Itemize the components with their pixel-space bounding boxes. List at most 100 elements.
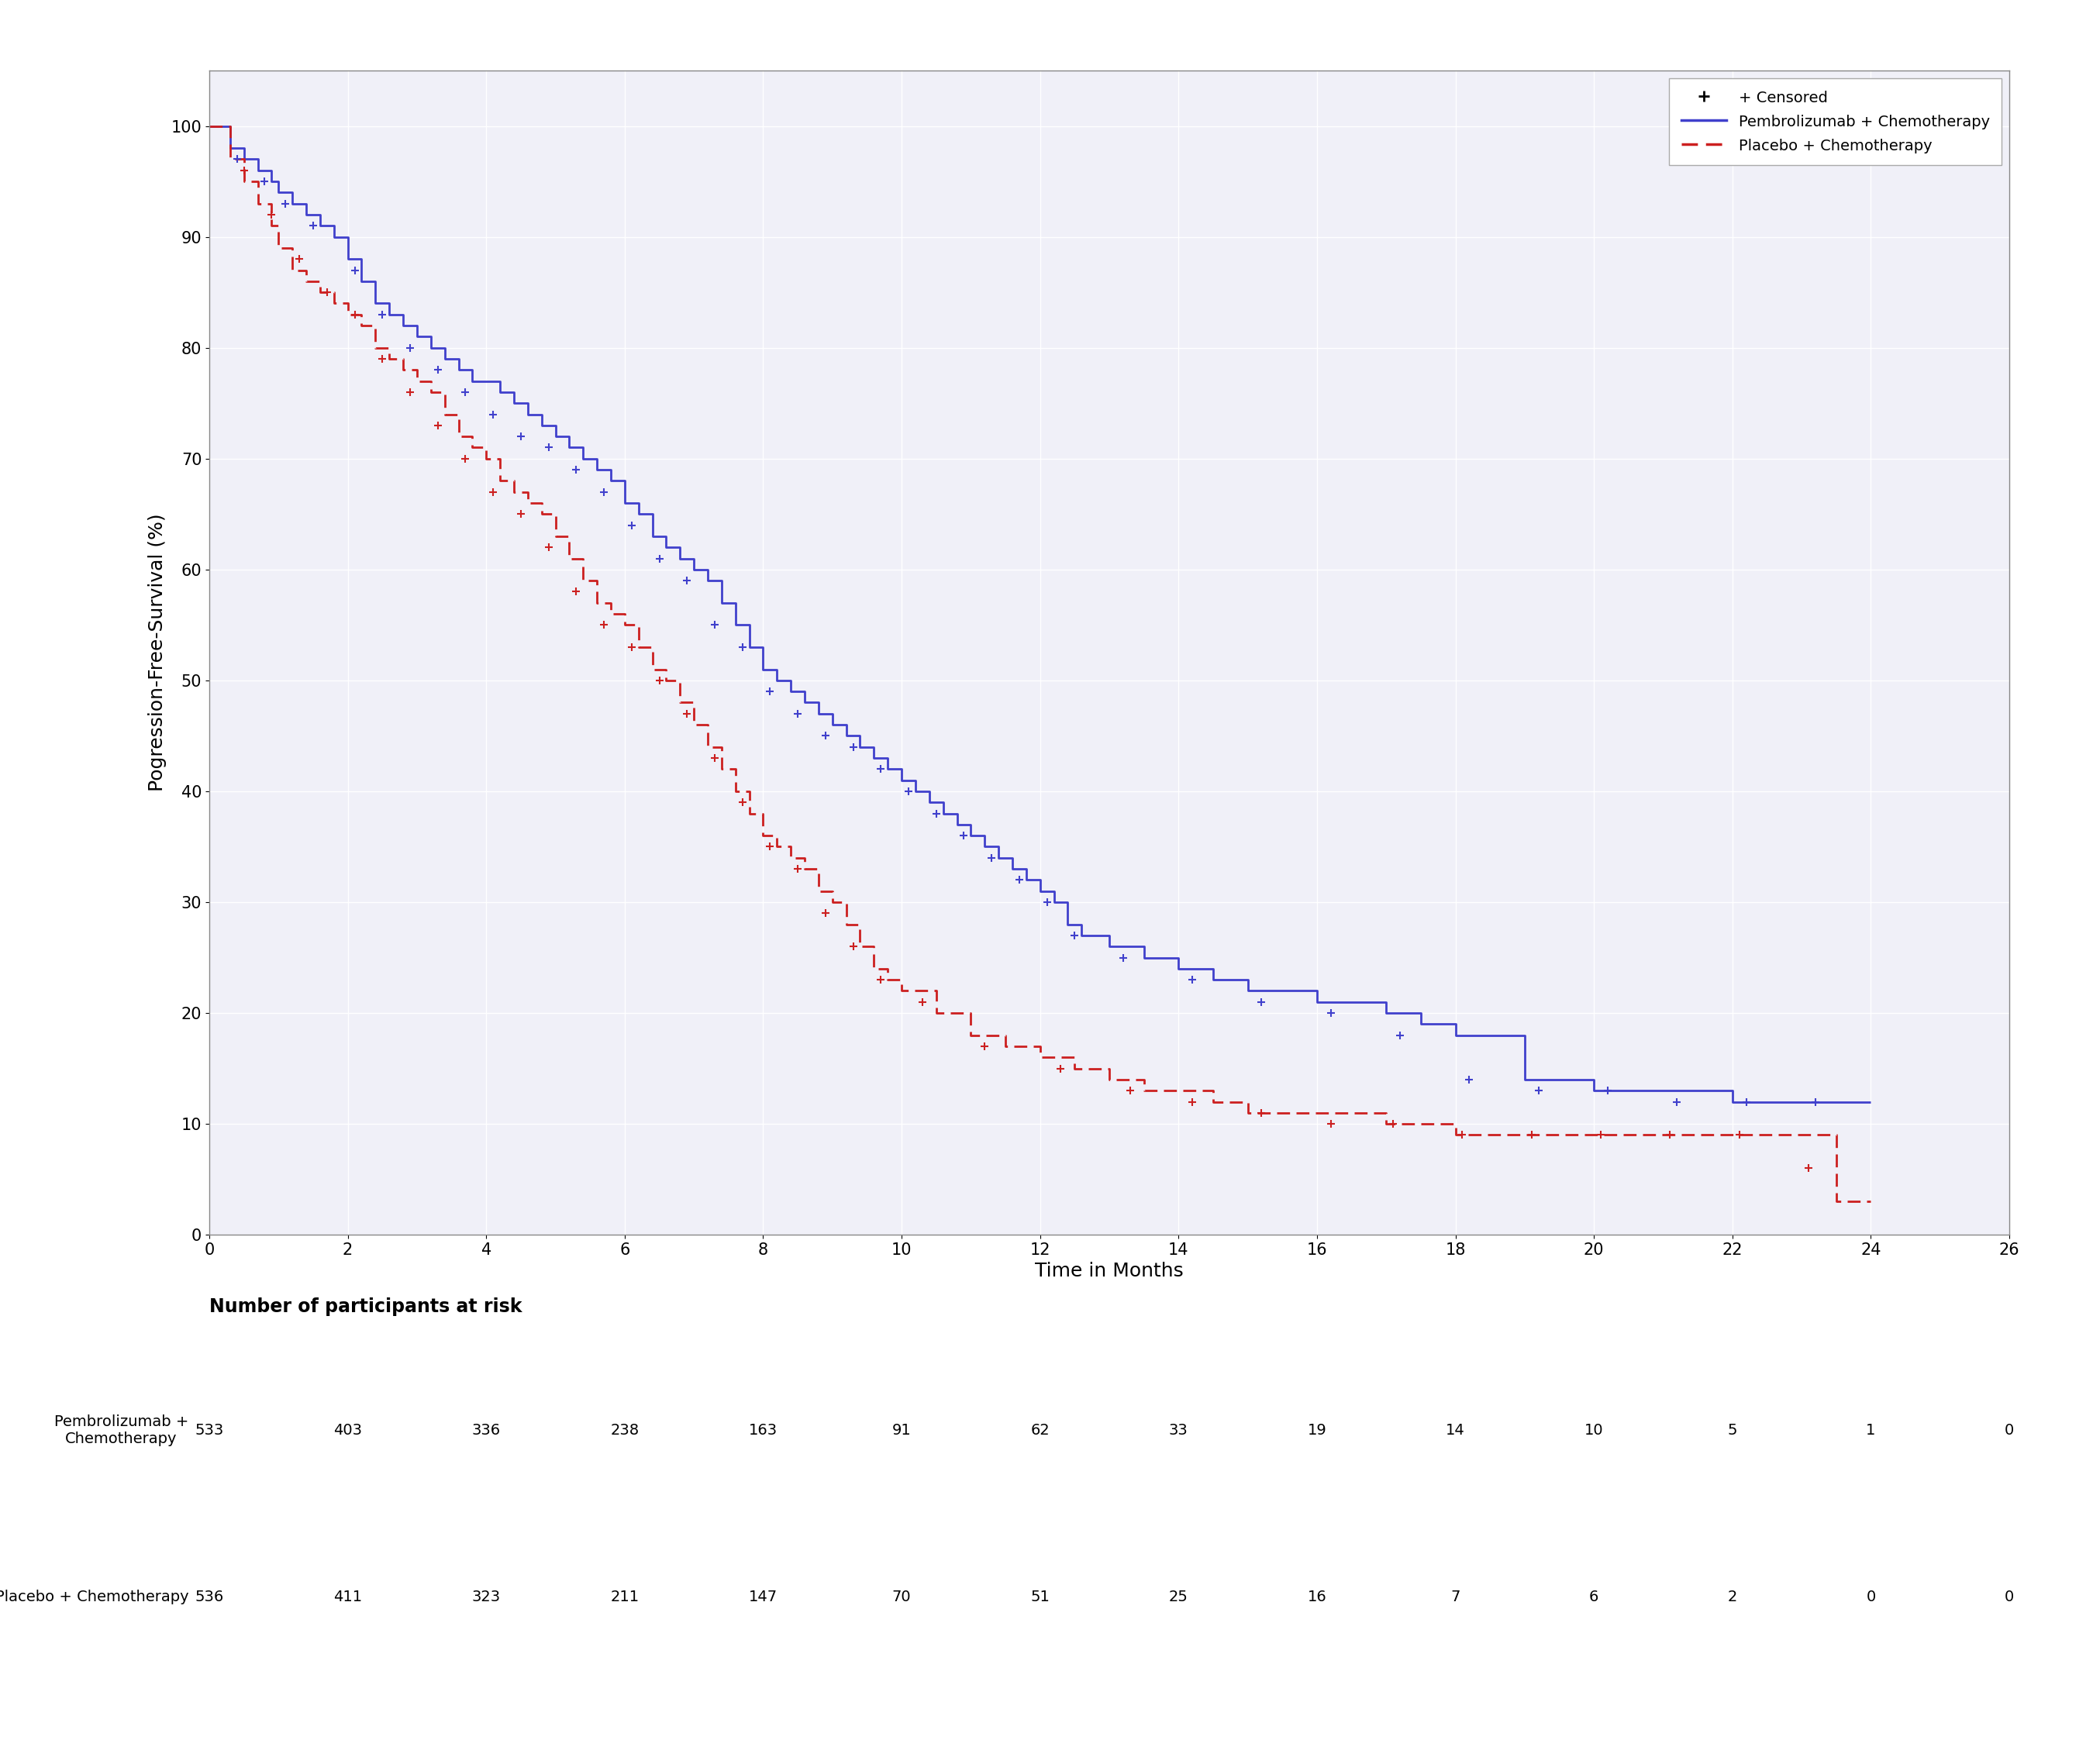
Text: 336: 336 (471, 1424, 500, 1438)
Point (1591, 1076, 1624, 1104)
Text: 403: 403 (333, 1424, 362, 1438)
Pembrolizumab + Chemotherapy (944, 813, 969, 834)
Point (588, 610, 622, 639)
Placebo + Chemotherapy (473, 448, 498, 469)
Point (948, 822, 982, 850)
Point (1653, 1120, 1687, 1148)
Point (337, 256, 370, 284)
Point (975, 843, 1009, 871)
Point (697, 744, 730, 773)
Text: 33: 33 (1168, 1424, 1189, 1438)
Point (1113, 1076, 1147, 1104)
Point (670, 700, 703, 729)
Text: 536: 536 (195, 1589, 224, 1605)
Pembrolizumab + Chemotherapy (1859, 1092, 1884, 1113)
Text: Placebo + Chemotherapy: Placebo + Chemotherapy (0, 1589, 188, 1605)
Text: 6: 6 (1589, 1589, 1599, 1605)
Text: 62: 62 (1030, 1424, 1051, 1438)
Point (1660, 1088, 1693, 1117)
Point (837, 732, 871, 760)
Point (781, 856, 814, 884)
Placebo + Chemotherapy (1823, 1191, 1848, 1212)
Point (588, 478, 622, 506)
Point (393, 377, 427, 406)
Point (864, 965, 898, 993)
Point (1723, 1120, 1756, 1148)
Point (337, 300, 370, 328)
Point (837, 933, 871, 961)
Point (615, 512, 649, 540)
Point (1003, 866, 1036, 894)
Point (697, 610, 730, 639)
Placebo + Chemotherapy (1651, 1124, 1676, 1145)
Point (421, 411, 454, 439)
Text: Number of participants at risk: Number of participants at risk (209, 1297, 521, 1316)
Pembrolizumab + Chemotherapy (1720, 1092, 1746, 1113)
Text: 2: 2 (1727, 1589, 1737, 1605)
Point (906, 988, 940, 1016)
Point (808, 900, 841, 928)
Point (643, 545, 676, 573)
Text: 0: 0 (2005, 1589, 2013, 1605)
Point (228, 157, 262, 185)
Point (366, 344, 400, 372)
Point (1522, 1076, 1555, 1104)
Text: Pembrolizumab +
Chemotherapy: Pembrolizumab + Chemotherapy (54, 1415, 188, 1446)
Text: 147: 147 (749, 1589, 777, 1605)
Placebo + Chemotherapy (779, 847, 804, 868)
Point (1792, 1154, 1825, 1182)
Point (892, 778, 925, 806)
Pembrolizumab + Chemotherapy (682, 559, 707, 580)
Point (1314, 998, 1348, 1027)
Point (393, 333, 427, 362)
Point (1584, 1120, 1618, 1148)
Placebo + Chemotherapy (232, 171, 257, 192)
Point (753, 833, 787, 861)
Pembrolizumab + Chemotherapy (197, 115, 222, 136)
Pembrolizumab + Chemotherapy (862, 748, 887, 769)
Point (477, 400, 511, 429)
Text: 163: 163 (749, 1424, 777, 1438)
Point (532, 533, 565, 561)
Point (255, 201, 289, 229)
Text: 14: 14 (1446, 1424, 1465, 1438)
Point (1446, 1120, 1480, 1148)
Text: 0: 0 (1867, 1589, 1875, 1605)
Text: 5: 5 (1727, 1424, 1737, 1438)
Point (1176, 965, 1210, 993)
Point (1057, 921, 1090, 949)
Text: 0: 0 (2005, 1424, 2013, 1438)
Point (1453, 1065, 1486, 1094)
Text: 7: 7 (1450, 1589, 1461, 1605)
Placebo + Chemotherapy (992, 1035, 1017, 1057)
Line: Pembrolizumab + Chemotherapy: Pembrolizumab + Chemotherapy (209, 125, 1871, 1102)
Text: 1: 1 (1867, 1424, 1875, 1438)
Placebo + Chemotherapy (1859, 1191, 1884, 1212)
Y-axis label: Pogression-Free-Survival (%): Pogression-Free-Survival (%) (149, 513, 167, 792)
Point (1245, 1099, 1279, 1127)
Pembrolizumab + Chemotherapy (1373, 1002, 1398, 1023)
X-axis label: Time in Months: Time in Months (1034, 1261, 1185, 1281)
Point (808, 721, 841, 750)
Point (726, 789, 760, 817)
Point (967, 1032, 1000, 1060)
Point (670, 566, 703, 594)
Point (247, 168, 280, 196)
Point (1030, 887, 1063, 916)
Point (268, 189, 301, 217)
Text: 70: 70 (892, 1589, 910, 1605)
Text: 238: 238 (611, 1424, 638, 1438)
Point (1798, 1088, 1831, 1117)
Pembrolizumab + Chemotherapy (848, 736, 873, 757)
Point (297, 212, 331, 240)
Point (1729, 1088, 1762, 1117)
Text: 91: 91 (892, 1424, 910, 1438)
Point (1245, 988, 1279, 1016)
Text: 25: 25 (1168, 1589, 1189, 1605)
Line: Placebo + Chemotherapy: Placebo + Chemotherapy (209, 125, 1871, 1201)
Point (643, 667, 676, 695)
Point (781, 700, 814, 729)
Text: 323: 323 (471, 1589, 500, 1605)
Point (1314, 1110, 1348, 1138)
Text: 411: 411 (333, 1589, 362, 1605)
